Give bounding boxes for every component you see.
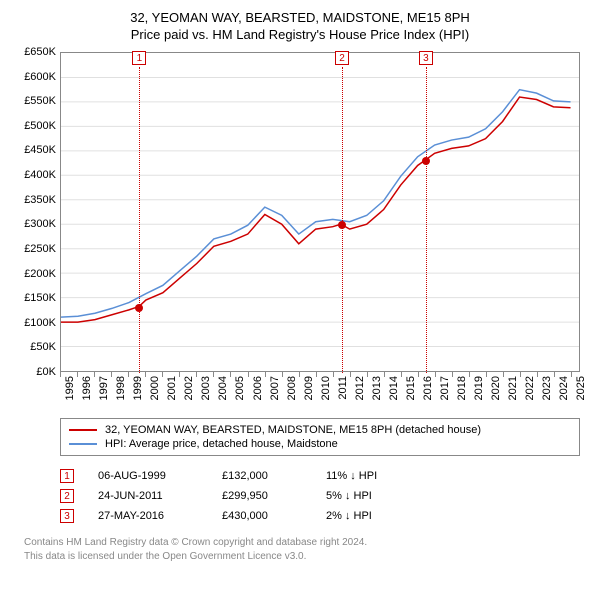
sales-row-diff: 5% ↓ HPI — [326, 490, 416, 502]
title-block: 32, YEOMAN WAY, BEARSTED, MAIDSTONE, ME1… — [12, 10, 588, 42]
ytick-label: £0K — [12, 366, 56, 378]
legend-label-property: 32, YEOMAN WAY, BEARSTED, MAIDSTONE, ME1… — [105, 424, 481, 436]
xtick-label: 2022 — [524, 376, 536, 400]
sales-row-date: 24-JUN-2011 — [98, 490, 198, 502]
xtick-label: 2017 — [439, 376, 451, 400]
legend-swatch-property — [69, 429, 97, 431]
xtick-label: 1995 — [64, 376, 76, 400]
xtick-label: 1996 — [81, 376, 93, 400]
sales-row-diff: 11% ↓ HPI — [326, 470, 416, 482]
xtick-label: 2020 — [490, 376, 502, 400]
legend-item-hpi: HPI: Average price, detached house, Maid… — [69, 437, 571, 451]
xtick-label: 2011 — [337, 376, 349, 400]
chart-container: 32, YEOMAN WAY, BEARSTED, MAIDSTONE, ME1… — [0, 0, 600, 590]
legend-swatch-hpi — [69, 443, 97, 445]
sale-marker-line — [139, 67, 140, 373]
footer-copyright: Contains HM Land Registry data © Crown c… — [24, 536, 588, 550]
ytick-label: £100K — [12, 317, 56, 329]
xtick-label: 2009 — [303, 376, 315, 400]
ytick-label: £250K — [12, 243, 56, 255]
sales-table: 1 06-AUG-1999 £132,000 11% ↓ HPI 2 24-JUN-201… — [60, 466, 588, 526]
sales-row: 3 27-MAY-2016 £430,000 2% ↓ HPI — [60, 506, 588, 526]
sale-marker-dot — [135, 304, 143, 312]
xtick-label: 2006 — [252, 376, 264, 400]
sales-row-marker: 1 — [60, 469, 74, 483]
xtick-label: 2007 — [269, 376, 281, 400]
ytick-label: £500K — [12, 120, 56, 132]
xtick-label: 2014 — [388, 376, 400, 400]
xtick-label: 2016 — [422, 376, 434, 400]
ytick-label: £550K — [12, 95, 56, 107]
footer-licence: This data is licensed under the Open Gov… — [24, 550, 588, 564]
xtick-label: 1999 — [132, 376, 144, 400]
xtick-label: 2015 — [405, 376, 417, 400]
sale-marker-dot — [422, 157, 430, 165]
ytick-label: £350K — [12, 194, 56, 206]
xtick-label: 2013 — [371, 376, 383, 400]
xtick-label: 2024 — [558, 376, 570, 400]
ytick-label: £400K — [12, 169, 56, 181]
xtick-label: 2003 — [200, 376, 212, 400]
xtick-label: 2021 — [507, 376, 519, 400]
xtick-label: 2010 — [320, 376, 332, 400]
sales-row-marker: 3 — [60, 509, 74, 523]
sales-row-date: 27-MAY-2016 — [98, 510, 198, 522]
xtick-label: 1997 — [98, 376, 110, 400]
xtick-label: 2018 — [456, 376, 468, 400]
footer: Contains HM Land Registry data © Crown c… — [24, 536, 588, 564]
title-address: 32, YEOMAN WAY, BEARSTED, MAIDSTONE, ME1… — [12, 10, 588, 25]
sale-marker-line — [426, 67, 427, 373]
series-line-property — [61, 97, 571, 322]
xtick-label: 2001 — [166, 376, 178, 400]
xtick-label: 2000 — [149, 376, 161, 400]
xtick-label: 2002 — [183, 376, 195, 400]
sales-row-date: 06-AUG-1999 — [98, 470, 198, 482]
ytick-label: £650K — [12, 46, 56, 58]
xtick-label: 2025 — [575, 376, 587, 400]
sales-row-marker: 2 — [60, 489, 74, 503]
sales-row-diff: 2% ↓ HPI — [326, 510, 416, 522]
xtick-label: 2012 — [354, 376, 366, 400]
sales-row: 2 24-JUN-2011 £299,950 5% ↓ HPI — [60, 486, 588, 506]
sales-row-price: £132,000 — [222, 470, 302, 482]
sale-marker-box: 2 — [335, 51, 349, 65]
xtick-label: 2005 — [234, 376, 246, 400]
sale-marker-box: 1 — [132, 51, 146, 65]
xtick-label: 2008 — [286, 376, 298, 400]
xtick-label: 2023 — [541, 376, 553, 400]
legend: 32, YEOMAN WAY, BEARSTED, MAIDSTONE, ME1… — [60, 418, 580, 456]
ytick-label: £200K — [12, 268, 56, 280]
plot-area: 1 2 3 — [60, 52, 580, 372]
ytick-label: £50K — [12, 341, 56, 353]
legend-label-hpi: HPI: Average price, detached house, Maid… — [105, 438, 338, 450]
xtick-label: 1998 — [115, 376, 127, 400]
xtick-label: 2004 — [217, 376, 229, 400]
ytick-label: £600K — [12, 71, 56, 83]
ytick-label: £450K — [12, 144, 56, 156]
title-subtitle: Price paid vs. HM Land Registry's House … — [12, 27, 588, 42]
xtick-label: 2019 — [473, 376, 485, 400]
ytick-label: £150K — [12, 292, 56, 304]
sales-row-price: £430,000 — [222, 510, 302, 522]
sale-marker-dot — [338, 221, 346, 229]
sales-row: 1 06-AUG-1999 £132,000 11% ↓ HPI — [60, 466, 588, 486]
sales-row-price: £299,950 — [222, 490, 302, 502]
legend-item-property: 32, YEOMAN WAY, BEARSTED, MAIDSTONE, ME1… — [69, 423, 571, 437]
sale-marker-line — [342, 67, 343, 373]
series-line-hpi — [61, 90, 571, 317]
chart-area: 1 2 3 £0K £50K £100K £150K £200K £250K £300K £350… — [12, 48, 588, 418]
sale-marker-box: 3 — [419, 51, 433, 65]
ytick-label: £300K — [12, 218, 56, 230]
